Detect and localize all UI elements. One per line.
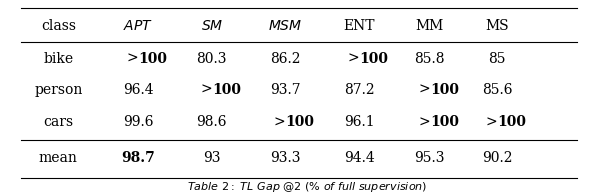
Text: $\mathit{APT}$: $\mathit{APT}$ — [123, 19, 153, 34]
Text: 100: 100 — [430, 115, 459, 130]
Text: 100: 100 — [430, 83, 459, 97]
Text: 100: 100 — [359, 52, 388, 66]
Text: >: > — [418, 115, 430, 130]
Text: 96.4: 96.4 — [123, 83, 154, 97]
Text: ENT: ENT — [343, 19, 375, 34]
Text: $\mathit{Table\ 2:\ TL\ Gap\ @2\ (\%\ of\ full\ supervision)}$: $\mathit{Table\ 2:\ TL\ Gap\ @2\ (\%\ of… — [187, 180, 427, 194]
Text: 94.4: 94.4 — [344, 151, 375, 165]
Text: 85.6: 85.6 — [482, 83, 513, 97]
Text: 93: 93 — [203, 151, 220, 165]
Text: >: > — [348, 52, 359, 66]
Text: $\mathit{MSM}$: $\mathit{MSM}$ — [268, 19, 303, 34]
Text: 90.2: 90.2 — [482, 151, 513, 165]
Text: MS: MS — [486, 19, 509, 34]
Text: 93.3: 93.3 — [270, 151, 301, 165]
Text: >: > — [274, 115, 286, 130]
Text: 85.8: 85.8 — [414, 52, 445, 66]
Text: person: person — [34, 83, 82, 97]
Text: >: > — [486, 115, 497, 130]
Text: 98.6: 98.6 — [196, 115, 227, 130]
Text: 80.3: 80.3 — [196, 52, 227, 66]
Text: MM: MM — [416, 19, 444, 34]
Text: 100: 100 — [138, 52, 167, 66]
Text: 99.6: 99.6 — [123, 115, 154, 130]
Text: cars: cars — [43, 115, 74, 130]
Text: $\mathit{SM}$: $\mathit{SM}$ — [201, 19, 223, 34]
Text: class: class — [41, 19, 76, 34]
Text: 87.2: 87.2 — [344, 83, 375, 97]
Text: >: > — [126, 52, 138, 66]
Text: 100: 100 — [286, 115, 314, 130]
Text: >: > — [418, 83, 430, 97]
Text: 93.7: 93.7 — [270, 83, 301, 97]
Text: bike: bike — [43, 52, 74, 66]
Text: mean: mean — [39, 151, 78, 165]
Text: 98.7: 98.7 — [122, 151, 155, 165]
Text: 85: 85 — [489, 52, 506, 66]
Text: 86.2: 86.2 — [270, 52, 301, 66]
Text: 95.3: 95.3 — [414, 151, 445, 165]
Text: 96.1: 96.1 — [344, 115, 375, 130]
Text: 100: 100 — [497, 115, 526, 130]
Text: >: > — [200, 83, 212, 97]
Text: 100: 100 — [212, 83, 241, 97]
